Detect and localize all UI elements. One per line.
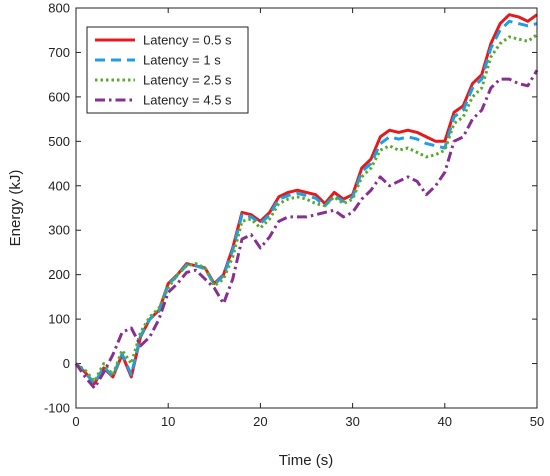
y-tick-label: 300 [48,223,70,238]
legend: Latency = 0.5 s Latency = 1 s Latency = 2.… [86,26,249,114]
x-tick-label: 40 [438,414,452,429]
y-tick-label: 700 [48,45,70,60]
legend-label: Latency = 1 s [143,53,221,68]
legend-label: Latency = 0.5 s [143,33,232,48]
y-tick-label: 0 [63,356,70,371]
x-tick-label: 20 [253,414,267,429]
x-tick-label: 50 [530,414,544,429]
legend-label: Latency = 4.5 s [143,93,232,108]
y-tick-label: 800 [48,1,70,16]
x-axis-label: Time (s) [279,452,333,469]
x-tick-label: 10 [161,414,175,429]
legend-box [86,26,249,114]
y-tick-label: 400 [48,178,70,193]
series-line [75,33,538,383]
y-tick-label: 600 [48,89,70,104]
y-axis-label: Energy (kJ) [7,170,24,247]
y-tick-label: -100 [44,401,70,416]
x-tick-label: 0 [72,414,79,429]
series-line [74,19,538,386]
series-line [74,69,539,390]
y-tick-label: 500 [48,134,70,149]
plot-frame [75,7,538,409]
y-tick-label: 200 [48,267,70,282]
x-tick-label: 30 [345,414,359,429]
legend-label: Latency = 2.5 s [143,73,232,88]
y-tick-label: 100 [48,312,70,327]
